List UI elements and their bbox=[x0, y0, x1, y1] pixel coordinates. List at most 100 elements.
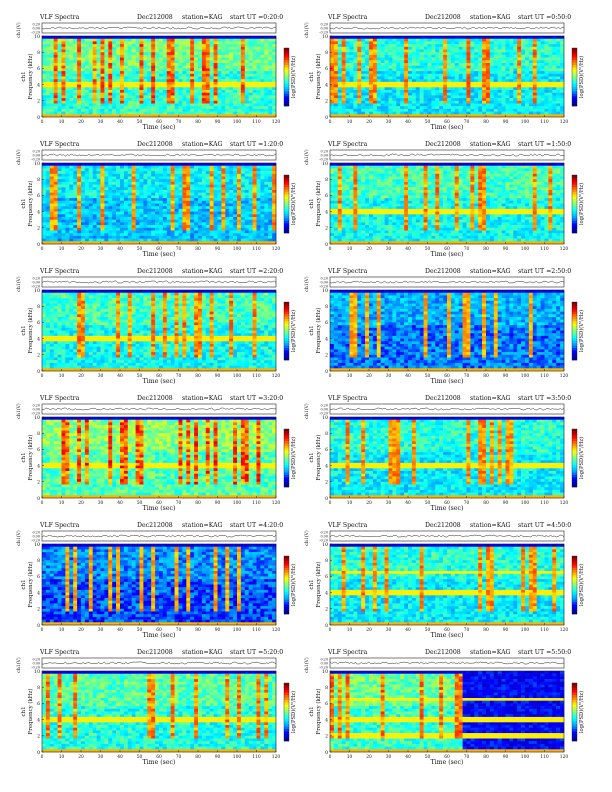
spectrogram-cell bbox=[116, 231, 120, 234]
spectrogram-cell bbox=[108, 44, 112, 47]
spectrogram-cell bbox=[175, 93, 179, 96]
spectrogram-cell bbox=[54, 79, 58, 82]
spectrogram-cell bbox=[365, 77, 369, 80]
spectrogram-cell bbox=[186, 71, 190, 74]
spectrogram-cell bbox=[478, 101, 482, 104]
spectrogram-cell bbox=[237, 79, 241, 82]
spectrogram-cell bbox=[206, 74, 210, 77]
spectrogram-cell bbox=[451, 101, 455, 104]
spectrogram-cell bbox=[101, 201, 105, 204]
spectrogram-cell bbox=[155, 166, 159, 169]
spectrogram-cell bbox=[108, 79, 112, 82]
spectrogram-cell bbox=[353, 68, 357, 71]
spectrogram-cell bbox=[330, 47, 334, 50]
spectrogram-cell bbox=[136, 174, 140, 177]
spectrogram-cell bbox=[132, 106, 136, 109]
spectrogram-cell bbox=[93, 39, 97, 42]
spectrogram-cell bbox=[171, 209, 175, 212]
spectrogram-cell bbox=[97, 101, 101, 104]
spectrogram-cell bbox=[85, 74, 89, 77]
spectrogram-cell bbox=[93, 74, 97, 77]
spectrogram-cell bbox=[89, 60, 93, 63]
x-tick-label: 80 bbox=[195, 120, 201, 125]
spectrogram-cell bbox=[93, 36, 97, 39]
spectrogram-cell bbox=[245, 66, 249, 69]
spectrogram-cell bbox=[46, 236, 50, 239]
y-tick-label: 2 bbox=[37, 99, 40, 105]
spectrogram-cell bbox=[467, 82, 471, 85]
spectrogram-cell bbox=[42, 112, 46, 115]
spectrogram-cell bbox=[128, 174, 132, 177]
spectrogram-cell bbox=[330, 63, 334, 66]
spectrogram-cell bbox=[155, 220, 159, 223]
spectrogram-cell bbox=[140, 222, 144, 225]
spectrogram-cell bbox=[517, 39, 521, 42]
spectrogram-cell bbox=[431, 39, 435, 42]
spectrogram-cell bbox=[198, 220, 202, 223]
spectrogram-cell bbox=[556, 63, 560, 66]
spectrogram-cell bbox=[389, 93, 393, 96]
spectrogram-cell bbox=[264, 60, 268, 63]
spectrogram-cell bbox=[467, 93, 471, 96]
spectrogram-cell bbox=[136, 66, 140, 69]
spectrogram-cell bbox=[175, 168, 179, 171]
spectrogram-cell bbox=[369, 85, 373, 88]
spectrogram-cell bbox=[478, 98, 482, 101]
spectrogram-cell bbox=[186, 239, 190, 242]
spectrogram-cell bbox=[541, 41, 545, 44]
spectrogram-cell bbox=[529, 55, 533, 58]
spectrogram-cell bbox=[155, 171, 159, 174]
spectrogram-cell bbox=[218, 58, 222, 61]
spectrogram-cell bbox=[120, 52, 124, 55]
spectrogram-cell bbox=[46, 109, 50, 112]
spectrogram-cell bbox=[42, 214, 46, 217]
spectrogram-cell bbox=[120, 87, 124, 90]
spectrogram-cell bbox=[194, 220, 198, 223]
spectrogram-cell bbox=[241, 52, 245, 55]
spectrogram-cell bbox=[50, 79, 54, 82]
spectrogram-cell bbox=[136, 217, 140, 220]
spectrogram-cell bbox=[132, 231, 136, 234]
spectrogram-cell bbox=[545, 36, 549, 39]
spectrogram-cell bbox=[93, 79, 97, 82]
spectrogram-cell bbox=[93, 55, 97, 58]
spectrogram-cell bbox=[81, 39, 85, 42]
spectrogram-cell bbox=[163, 239, 167, 242]
spectrogram-cell bbox=[136, 79, 140, 82]
spectrogram-cell bbox=[353, 93, 357, 96]
spectrogram-cell bbox=[533, 52, 537, 55]
spectrogram-cell bbox=[73, 217, 77, 220]
spectrogram-cell bbox=[182, 85, 186, 88]
spectrogram-cell bbox=[42, 93, 46, 96]
spectrogram-cell bbox=[97, 166, 101, 169]
spectrogram-cell bbox=[225, 112, 229, 115]
spectrogram-cell bbox=[198, 225, 202, 228]
spectrogram-cell bbox=[147, 95, 151, 98]
spectrogram-cell bbox=[179, 79, 183, 82]
spectrogram-cell bbox=[147, 36, 151, 39]
spectrogram-cell bbox=[470, 82, 474, 85]
spectrogram-cell bbox=[264, 101, 268, 104]
spectrogram-cell bbox=[377, 87, 381, 90]
spectrogram-cell bbox=[268, 87, 272, 90]
spectrogram-cell bbox=[470, 36, 474, 39]
spectrogram-cell bbox=[467, 74, 471, 77]
spectrogram-cell bbox=[194, 212, 198, 215]
spectrogram-cell bbox=[392, 63, 396, 66]
spectrogram-cell bbox=[361, 39, 365, 42]
spectrogram-cell bbox=[155, 198, 159, 201]
spectrogram-cell bbox=[73, 41, 77, 44]
spectrogram-cell bbox=[400, 58, 404, 61]
spectrogram-cell bbox=[50, 168, 54, 171]
spectrogram-cell bbox=[147, 104, 151, 107]
spectrogram-cell bbox=[389, 98, 393, 101]
spectrogram-cell bbox=[268, 98, 272, 101]
spectrogram-cell bbox=[455, 52, 459, 55]
spectrogram-cell bbox=[42, 74, 46, 77]
spectrogram-cell bbox=[467, 79, 471, 82]
spectrogram-cell bbox=[179, 101, 183, 104]
spectrogram-cell bbox=[408, 58, 412, 61]
spectrogram-cell bbox=[179, 204, 183, 207]
spectrogram-cell bbox=[108, 236, 112, 239]
spectrogram-cell bbox=[474, 106, 478, 109]
